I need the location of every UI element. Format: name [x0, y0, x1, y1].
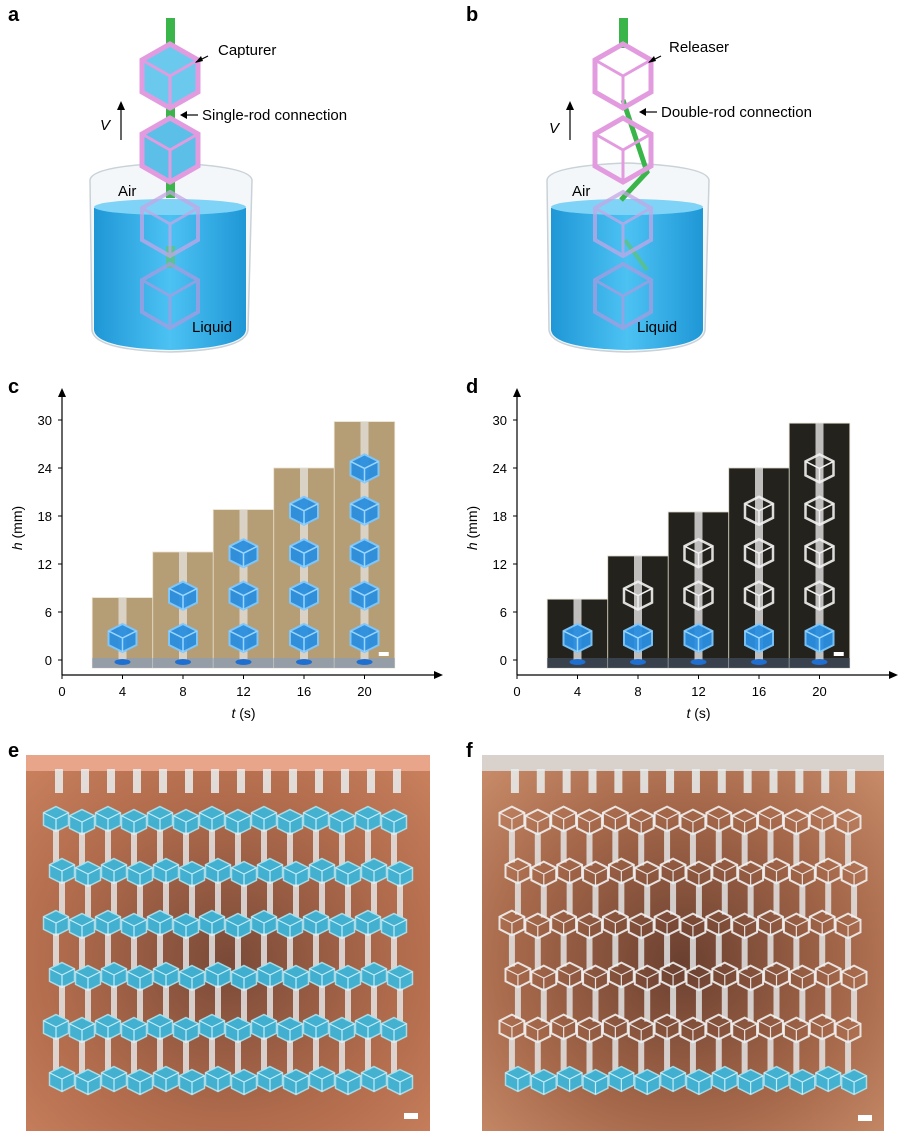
schematic-capturer: Capturer Single-rod connection V Air Liq…	[89, 18, 347, 353]
bar-photo-12	[212, 509, 275, 669]
bar-photo-8	[607, 555, 669, 669]
photo-release-array	[482, 755, 884, 1131]
x-tick-label: 12	[236, 684, 250, 699]
chart-d: 0 6 12 18 24 30 0 4 8 12 16 20 h (mm) t (s)	[464, 388, 898, 721]
x-tick-label: 20	[357, 684, 371, 699]
x-tick-label: 8	[634, 684, 641, 699]
y-tick-label: 18	[493, 509, 507, 524]
x-tick-label: 0	[513, 684, 520, 699]
panel-label-c: c	[8, 376, 20, 398]
scale-bar-e	[404, 1113, 418, 1119]
bar-photo-12	[667, 511, 730, 669]
panel-label-b: b	[466, 4, 479, 26]
x-axis-label: t (s)	[686, 705, 710, 721]
releaser-unit-2	[592, 115, 654, 185]
double-rod-label: Double-rod connection	[661, 104, 812, 121]
y-tick-label: 12	[493, 557, 507, 572]
releaser-unit-1	[592, 41, 654, 111]
air-label-a: Air	[118, 183, 136, 200]
panel-label-a: a	[8, 4, 20, 26]
x-tick-label: 16	[297, 684, 311, 699]
y-axis-label: h (mm)	[464, 506, 480, 550]
liquid-label-b: Liquid	[637, 319, 677, 336]
x-tick-label: 8	[179, 684, 186, 699]
releaser-unit-4	[593, 261, 653, 331]
y-axis-label: h (mm)	[9, 506, 25, 550]
bar-photo-16	[728, 467, 790, 669]
x-tick-label: 20	[812, 684, 826, 699]
releaser-unit-3	[593, 189, 653, 259]
bar-photo-20	[788, 422, 851, 669]
schematic-releaser: Releaser Double-rod connection V Air Liq…	[546, 18, 812, 353]
bar-photo-20	[333, 421, 396, 669]
x-axis-label: t (s)	[231, 705, 255, 721]
y-tick-label: 24	[38, 461, 52, 476]
capturer-unit-4	[140, 261, 200, 331]
capturer-unit-1	[139, 41, 201, 111]
panel-label-d: d	[466, 376, 479, 398]
velocity-label-b: V	[549, 120, 561, 137]
y-tick-label: 18	[38, 509, 52, 524]
x-tick-label: 4	[574, 684, 581, 699]
x-tick-label: 0	[58, 684, 65, 699]
panel-label-f: f	[466, 740, 473, 762]
liquid-label-a: Liquid	[192, 319, 232, 336]
y-tick-label: 6	[500, 605, 507, 620]
chart-c: 0 6 12 18 24 30 0 4 8 12 16 20 h (mm) t (s)	[9, 388, 443, 721]
panel-label-e: e	[8, 740, 20, 762]
bar-photo-4	[91, 597, 154, 669]
beaker	[546, 162, 710, 353]
bar-photo-4	[546, 598, 609, 669]
y-tick-label: 30	[38, 413, 52, 428]
bar-photo-16	[273, 467, 335, 669]
y-tick-label: 24	[493, 461, 507, 476]
scale-bar	[378, 652, 389, 656]
scale-bar-f	[858, 1115, 872, 1121]
bar-photo-8	[152, 551, 214, 669]
y-tick-label: 0	[500, 653, 507, 668]
velocity-label-a: V	[100, 117, 112, 134]
releaser-label: Releaser	[669, 39, 729, 56]
air-label-b: Air	[572, 183, 590, 200]
x-tick-label: 4	[119, 684, 126, 699]
x-tick-label: 12	[691, 684, 705, 699]
capturer-unit-2	[139, 115, 201, 185]
y-tick-label: 6	[45, 605, 52, 620]
single-rod-label: Single-rod connection	[202, 107, 347, 124]
y-tick-label: 30	[493, 413, 507, 428]
y-tick-label: 12	[38, 557, 52, 572]
capturer-unit-3	[140, 189, 200, 259]
photo-capture-array	[26, 755, 430, 1131]
x-tick-label: 16	[752, 684, 766, 699]
scale-bar	[833, 652, 844, 656]
y-tick-label: 0	[45, 653, 52, 668]
capturer-label: Capturer	[218, 42, 276, 59]
